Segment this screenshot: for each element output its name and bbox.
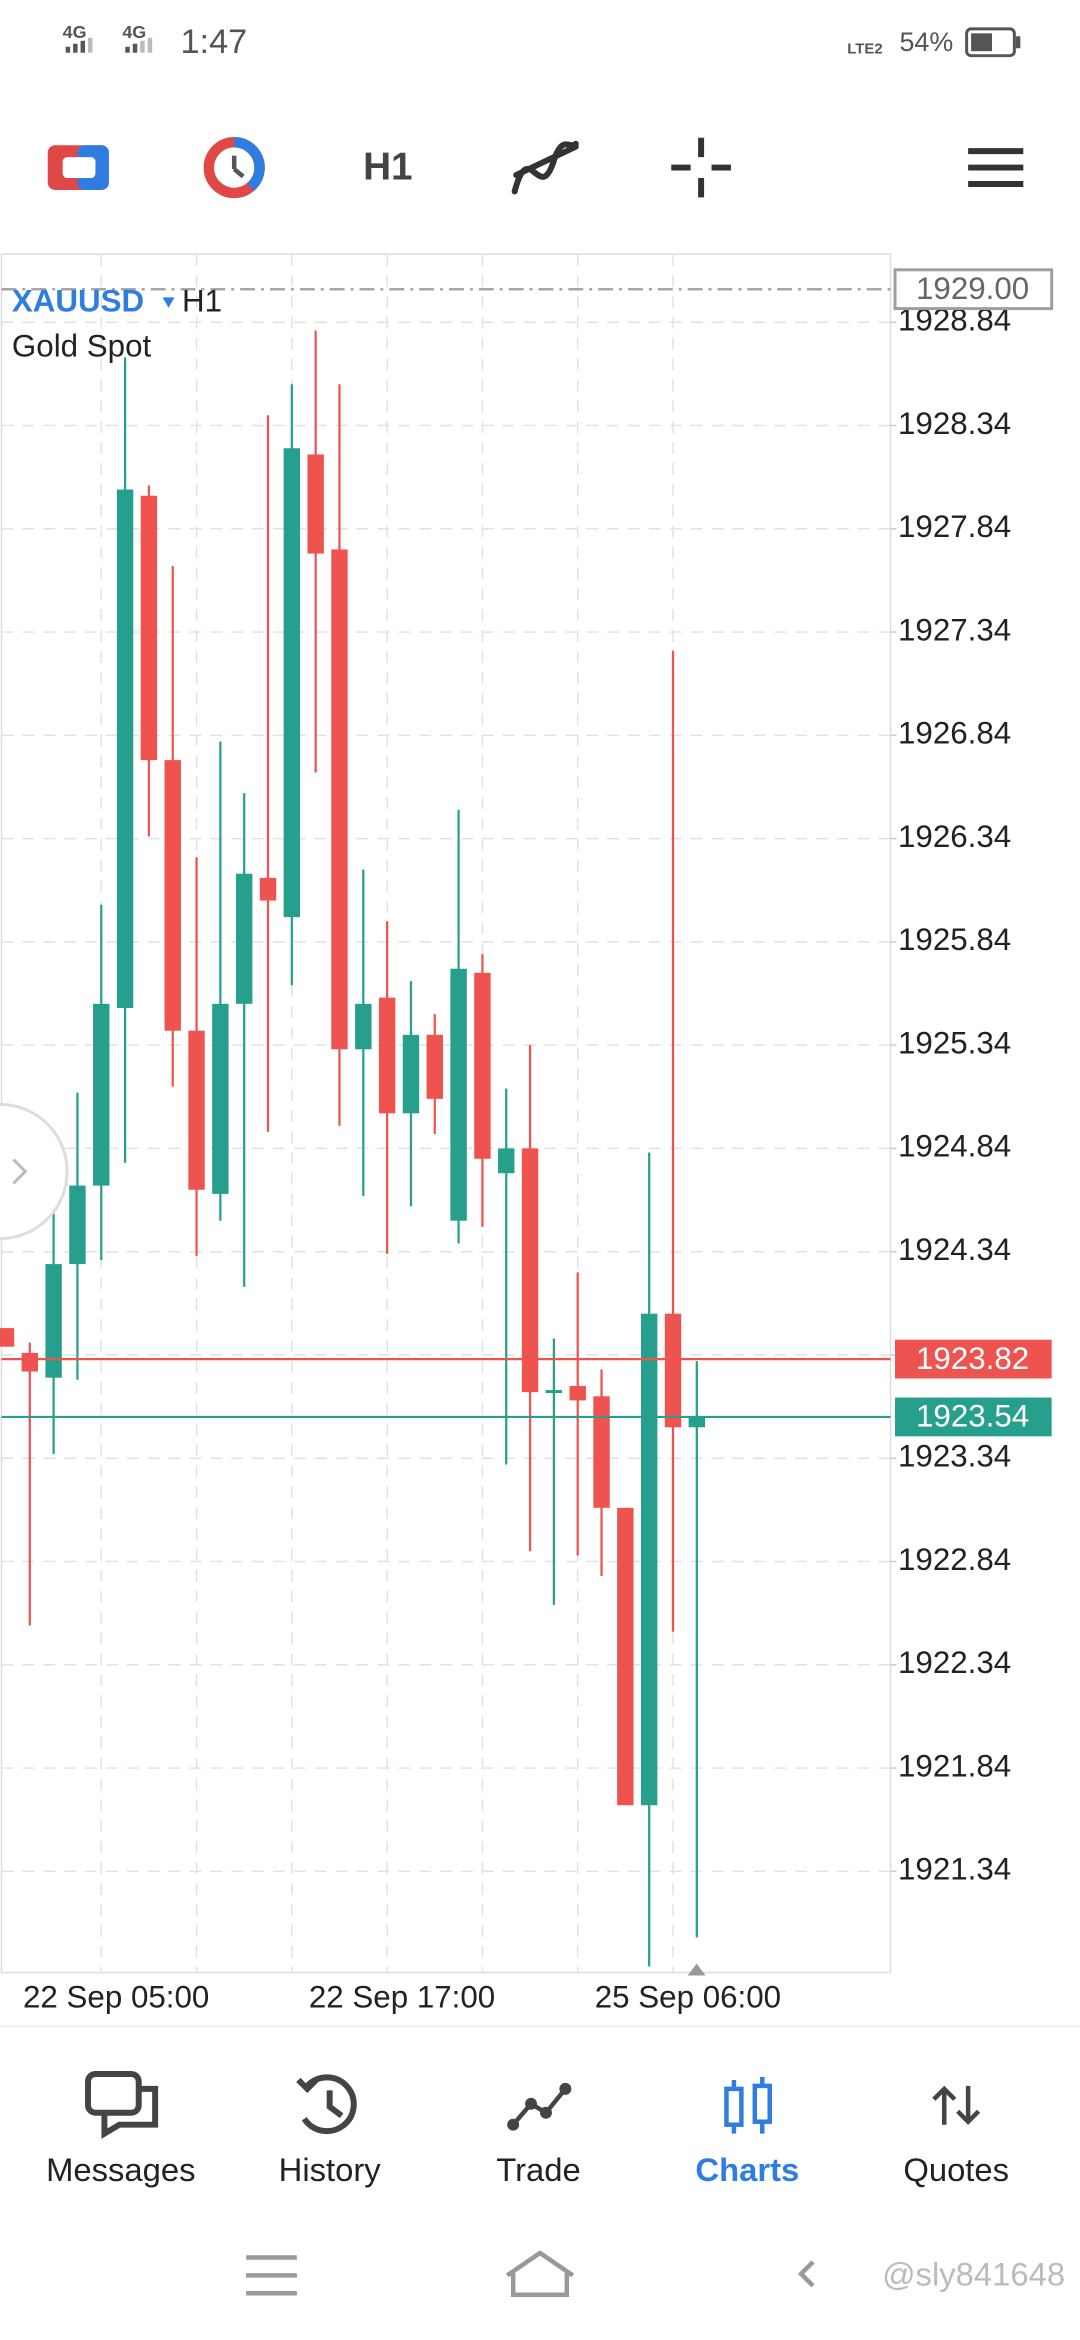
candle-body bbox=[688, 1416, 706, 1428]
nav-item[interactable]: Trade bbox=[496, 2151, 580, 2188]
x-tick-label: 22 Sep 17:00 bbox=[309, 1980, 495, 2015]
quotes-icon bbox=[932, 2085, 981, 2125]
candle-body bbox=[402, 1034, 420, 1114]
candle-body bbox=[259, 877, 277, 901]
battery-icon bbox=[965, 27, 1016, 58]
candle-body bbox=[140, 495, 158, 761]
candle-body bbox=[545, 1390, 563, 1394]
candle-body bbox=[0, 1328, 15, 1347]
candle-body bbox=[93, 1003, 110, 1186]
candle-body bbox=[116, 489, 134, 1008]
network-label: 4G bbox=[122, 22, 146, 42]
candle-body bbox=[164, 760, 181, 1031]
side-panel-handle[interactable] bbox=[0, 1102, 69, 1241]
price-label: 1929.00 bbox=[916, 271, 1029, 306]
candle-body bbox=[69, 1185, 86, 1265]
nav-item[interactable]: Charts bbox=[695, 2151, 799, 2188]
symbol-dropdown-icon[interactable] bbox=[162, 297, 175, 308]
objects-button[interactable] bbox=[511, 140, 579, 195]
shift-marker bbox=[687, 1963, 706, 1976]
candle-body bbox=[21, 1352, 38, 1372]
y-tick-label: 1926.84 bbox=[898, 716, 1011, 751]
nav-item[interactable]: Messages bbox=[46, 2151, 195, 2188]
candle-body bbox=[664, 1313, 682, 1428]
crosshair-button[interactable] bbox=[671, 137, 731, 198]
symbol[interactable]: XAUUSD bbox=[12, 284, 144, 319]
charts-icon bbox=[724, 2076, 772, 2134]
candle-body bbox=[569, 1385, 586, 1401]
y-tick-label: 1922.34 bbox=[898, 1645, 1011, 1680]
candle-body bbox=[521, 1148, 539, 1393]
x-tick-label: 22 Sep 05:00 bbox=[23, 1980, 209, 2015]
candle-body bbox=[212, 1003, 229, 1194]
timeframe: H1 bbox=[182, 284, 222, 319]
y-tick-label: 1921.84 bbox=[898, 1748, 1011, 1783]
candle-body bbox=[640, 1313, 658, 1806]
y-tick-label: 1925.34 bbox=[898, 1025, 1011, 1060]
y-tick-label: 1927.84 bbox=[898, 509, 1011, 544]
price-label-box bbox=[895, 1339, 1052, 1379]
y-tick-label: 1923.34 bbox=[898, 1439, 1011, 1474]
status-bar: 4G 4G 1:47 LTE2 54% bbox=[63, 22, 1021, 61]
candle-body bbox=[188, 1030, 205, 1190]
y-tick-label: 1925.84 bbox=[898, 922, 1011, 957]
signal-icons bbox=[65, 37, 153, 53]
candle-body bbox=[426, 1034, 443, 1099]
x-tick-label: 25 Sep 06:00 bbox=[595, 1980, 781, 2015]
y-tick-label: 1922.84 bbox=[898, 1542, 1011, 1577]
indicator-button[interactable] bbox=[203, 136, 265, 199]
y-tick-label: 1924.34 bbox=[898, 1232, 1011, 1267]
price-label-box bbox=[893, 268, 1054, 311]
y-tick-label: 1926.34 bbox=[898, 819, 1011, 854]
y-tick-label: 1924.84 bbox=[898, 1129, 1011, 1164]
system-nav bbox=[246, 2250, 815, 2297]
back-button[interactable] bbox=[797, 2260, 815, 2288]
timeframe-button[interactable]: H1 bbox=[363, 145, 413, 188]
chart-frame bbox=[0, 253, 892, 1974]
y-tick-label: 1928.34 bbox=[898, 406, 1011, 441]
recents-button[interactable] bbox=[246, 2255, 297, 2296]
chart-header: XAUUSD H1 Gold Spot bbox=[12, 284, 222, 364]
candle-body bbox=[45, 1264, 62, 1378]
chart: 1921.34 1921.84 1922.34 1922.84 1923.34 1923.… bbox=[0, 254, 1054, 2015]
candle-body bbox=[617, 1507, 634, 1806]
candle-body bbox=[593, 1396, 610, 1508]
candle-body bbox=[498, 1148, 515, 1174]
candle-body bbox=[307, 454, 324, 554]
candle-body bbox=[331, 549, 348, 1050]
nav-item[interactable]: Quotes bbox=[903, 2151, 1009, 2188]
battery-tip bbox=[1015, 36, 1021, 49]
candle-body bbox=[235, 873, 253, 1004]
toolbar: H1 bbox=[47, 136, 1024, 199]
trade-icon bbox=[507, 2082, 572, 2131]
candle-body bbox=[378, 997, 396, 1114]
one-click-trading-button[interactable] bbox=[47, 145, 109, 190]
messages-icon bbox=[85, 2070, 159, 2139]
price-label: 1923.54 bbox=[916, 1399, 1029, 1434]
y-tick-label: 1927.34 bbox=[898, 612, 1011, 647]
battery-fill bbox=[971, 33, 992, 52]
history-icon bbox=[296, 2074, 357, 2135]
candle-body bbox=[283, 448, 301, 918]
home-button[interactable] bbox=[505, 2250, 575, 2297]
nav-item[interactable]: History bbox=[279, 2151, 382, 2188]
candle-body bbox=[474, 972, 491, 1159]
network-label: LTE2 bbox=[847, 42, 882, 58]
price-label: 1923.82 bbox=[916, 1341, 1029, 1376]
y-tick-label: 1921.34 bbox=[898, 1852, 1011, 1887]
candle-body bbox=[450, 968, 467, 1221]
network-label: 4G bbox=[63, 22, 87, 42]
clock: 1:47 bbox=[180, 23, 247, 61]
battery-level: 54% bbox=[900, 27, 954, 57]
menu-button[interactable] bbox=[968, 148, 1024, 187]
bottom-nav: Messages History Trade Charts Quotes bbox=[46, 2070, 1009, 2188]
price-label-box bbox=[895, 1397, 1052, 1437]
candle-body bbox=[355, 1003, 372, 1050]
subtitle: Gold Spot bbox=[12, 328, 152, 363]
watermark: @sly841648 bbox=[882, 2256, 1065, 2293]
